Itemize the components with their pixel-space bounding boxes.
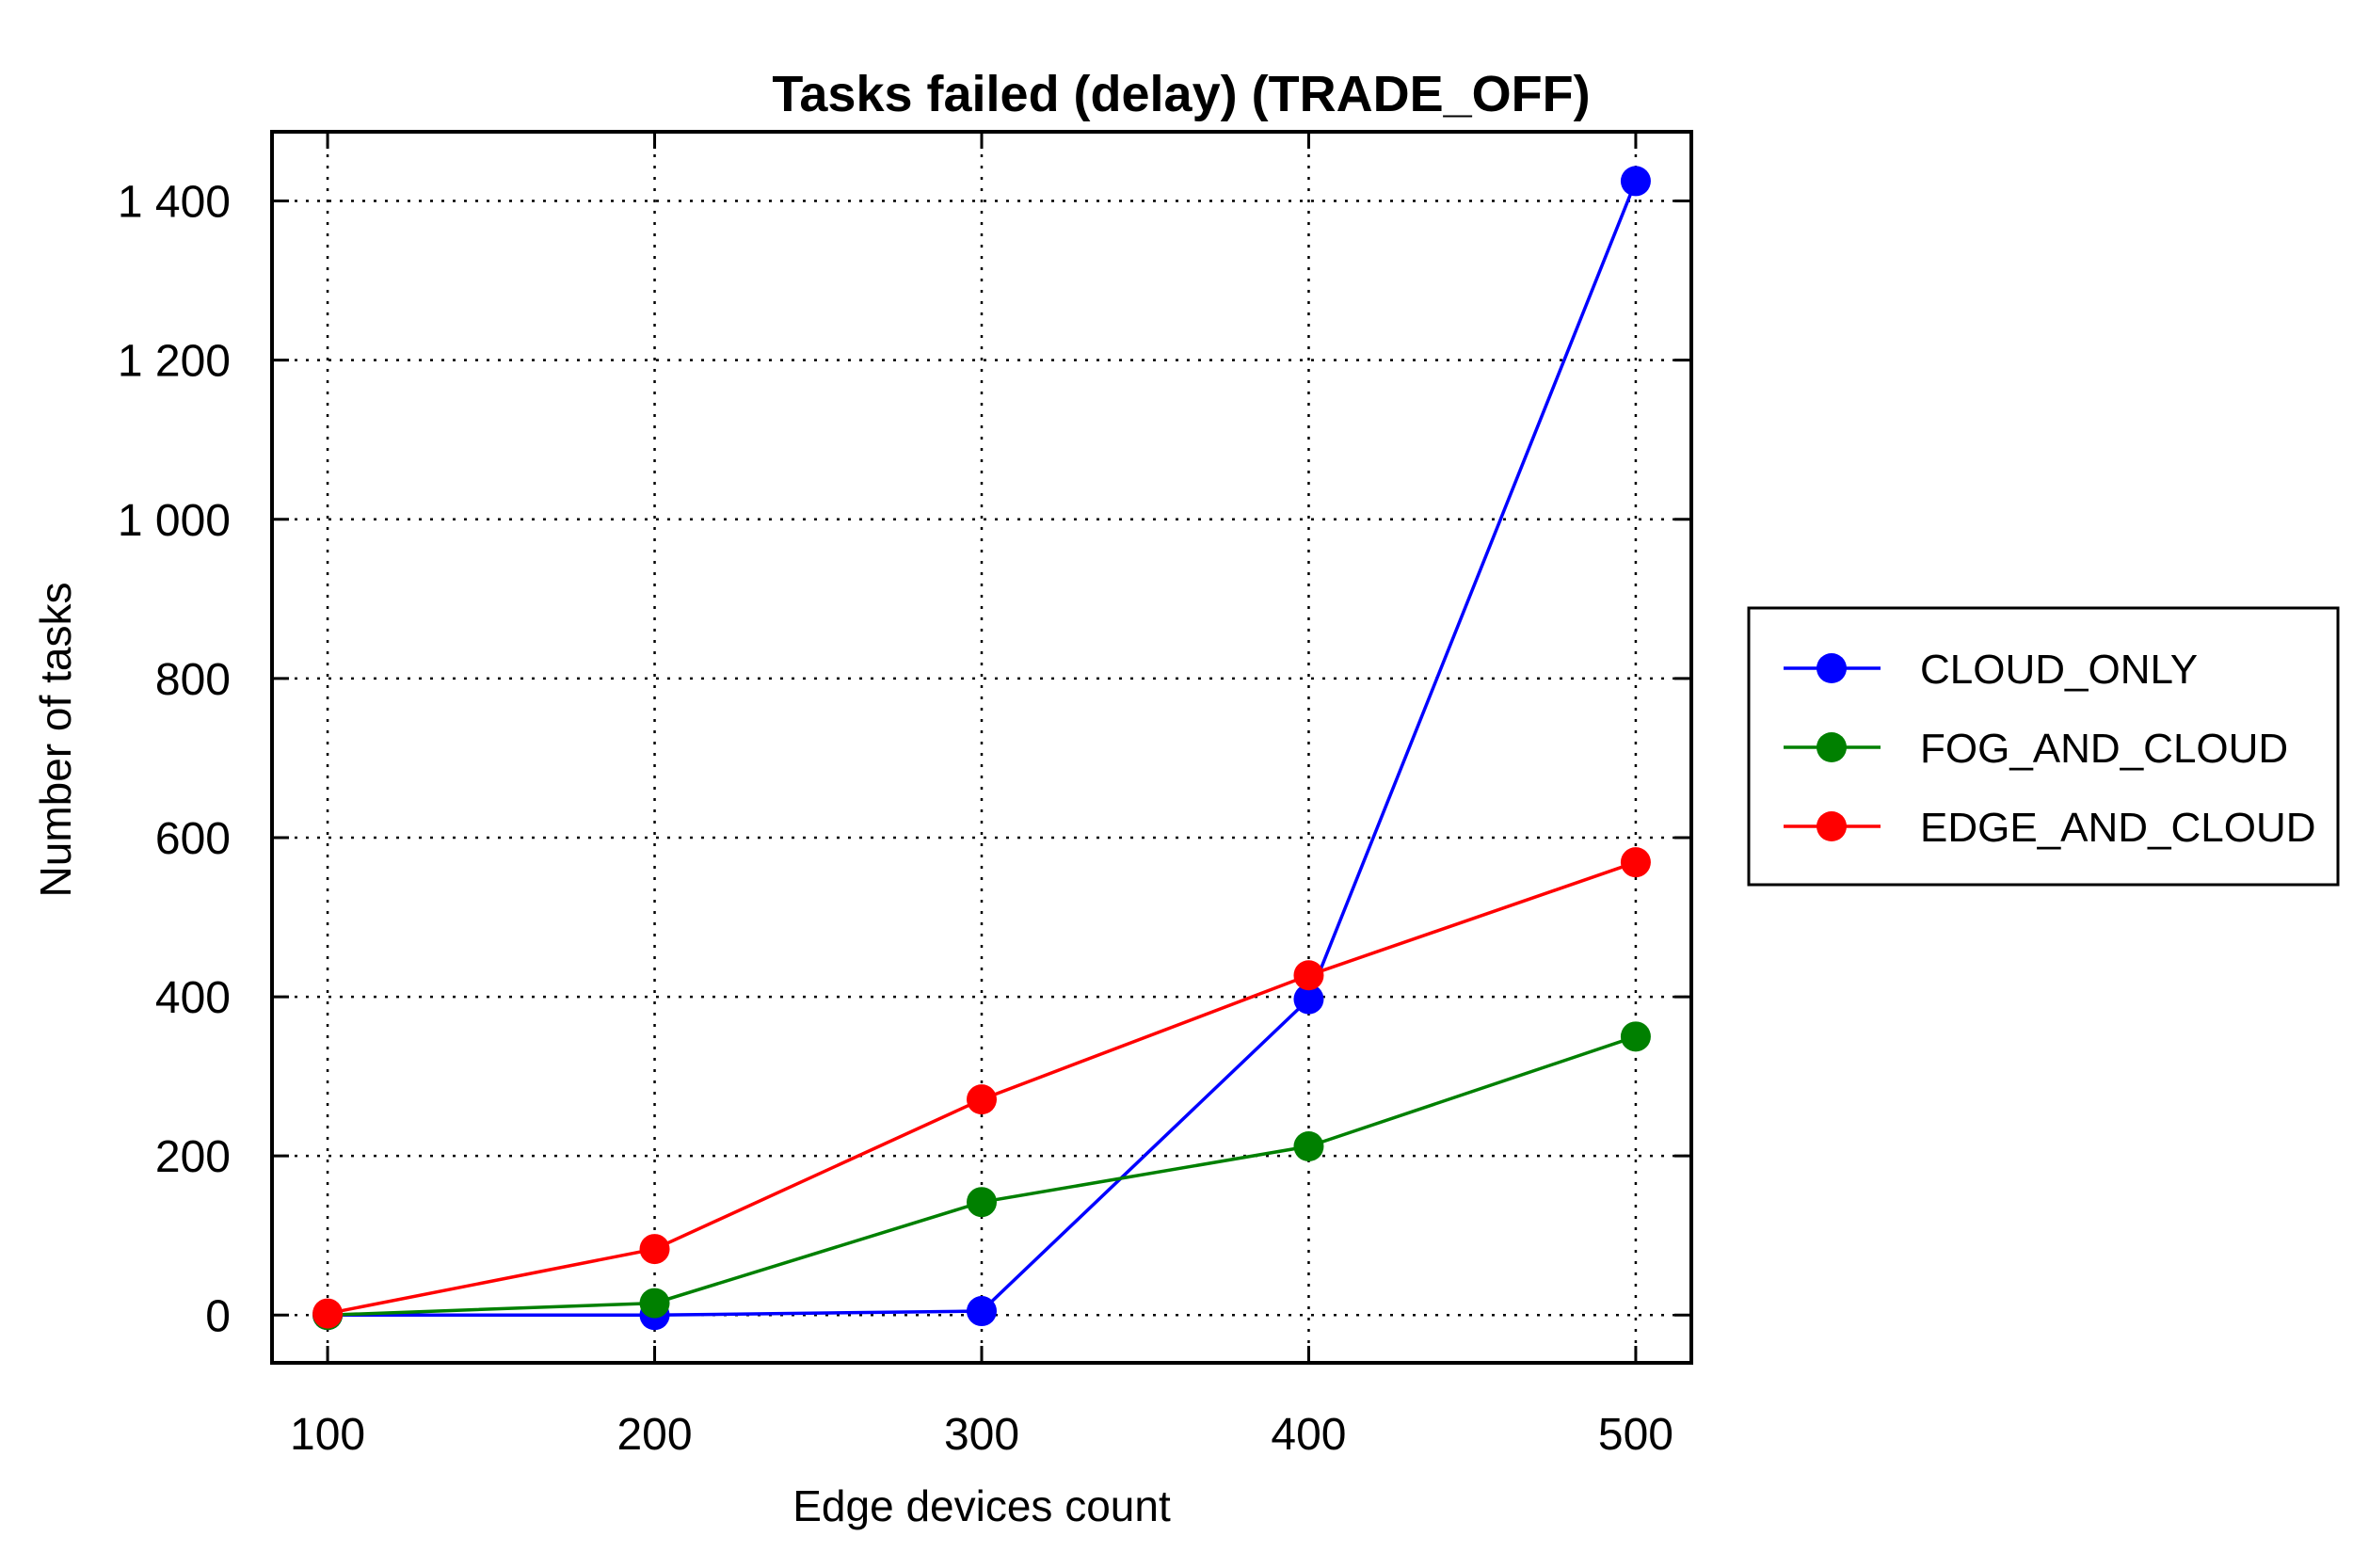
x-tick-label: 500 bbox=[1598, 1410, 1673, 1460]
legend: CLOUD_ONLY FOG_AND_CLOUD EDGE_AND_CLOUD bbox=[1747, 606, 2340, 887]
data-point-fog-and-cloud bbox=[1293, 1131, 1324, 1162]
y-tick-label: 1 000 bbox=[118, 496, 231, 546]
y-tick-label: 600 bbox=[155, 814, 231, 864]
x-tick-label: 400 bbox=[1271, 1410, 1346, 1460]
legend-label-edge-and-cloud: EDGE_AND_CLOUD bbox=[1920, 805, 2316, 851]
legend-label-fog-and-cloud: FOG_AND_CLOUD bbox=[1920, 726, 2288, 772]
y-tick-label: 800 bbox=[155, 655, 231, 705]
legend-marker-cloud-only bbox=[1817, 653, 1847, 683]
data-point-cloud-only bbox=[1620, 166, 1651, 197]
legend-label-cloud-only: CLOUD_ONLY bbox=[1920, 647, 2198, 693]
grid-lines bbox=[272, 132, 1691, 1363]
data-point-edge-and-cloud bbox=[967, 1084, 997, 1115]
x-tick-label: 200 bbox=[616, 1410, 692, 1460]
y-tick-label: 400 bbox=[155, 973, 231, 1023]
legend-marker-fog-and-cloud bbox=[1817, 732, 1847, 762]
data-point-fog-and-cloud bbox=[639, 1288, 670, 1319]
x-axis-label: Edge devices count bbox=[792, 1481, 1171, 1530]
data-point-cloud-only bbox=[967, 1296, 997, 1327]
series-line-cloud-only bbox=[328, 180, 1638, 1318]
y-tick-label: 1 200 bbox=[118, 337, 231, 387]
chart-title: Tasks failed (delay) (TRADE_OFF) bbox=[772, 66, 1590, 122]
axis-ticks: 100 200 300 400 500 0 200 400 600 800 1 000 1 200 1 … bbox=[118, 132, 1691, 1460]
data-point-edge-and-cloud bbox=[1293, 960, 1324, 991]
data-point-fog-and-cloud bbox=[967, 1187, 997, 1218]
legend-marker-edge-and-cloud bbox=[1817, 811, 1847, 841]
x-tick-label: 300 bbox=[944, 1410, 1019, 1460]
x-tick-label: 100 bbox=[290, 1410, 365, 1460]
y-tick-label: 1 400 bbox=[118, 178, 231, 228]
data-point-edge-and-cloud bbox=[639, 1234, 670, 1265]
data-point-edge-and-cloud bbox=[312, 1298, 344, 1329]
plot-frame bbox=[270, 130, 1693, 1365]
data-point-edge-and-cloud bbox=[1620, 847, 1651, 878]
y-tick-label: 0 bbox=[205, 1291, 231, 1341]
series-group bbox=[312, 166, 1651, 1331]
y-tick-label: 200 bbox=[155, 1132, 231, 1182]
data-point-cloud-only bbox=[1293, 984, 1324, 1015]
y-axis-label: Number of tasks bbox=[31, 583, 80, 898]
data-point-fog-and-cloud bbox=[1620, 1021, 1651, 1052]
